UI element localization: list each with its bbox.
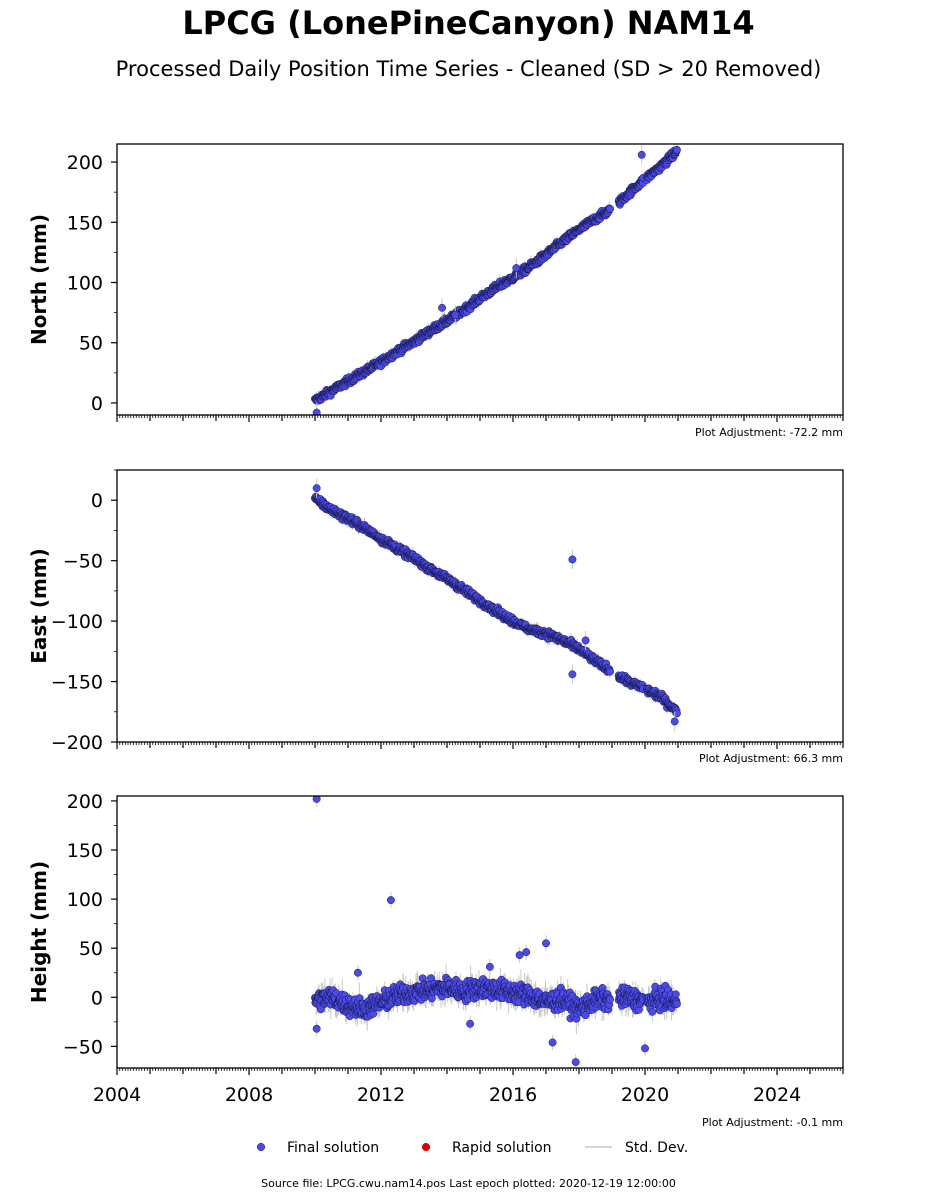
final-solution-point [606, 667, 614, 676]
y-axis-label: Height (mm) [27, 861, 51, 1003]
x-tick-label: 2012 [357, 1084, 405, 1106]
y-tick-label: −50 [63, 1036, 103, 1058]
panel-1: 0 50 100 150 200 North (mm) Plot Adjustment: -… [27, 143, 844, 439]
legend-label: Final solution [287, 1140, 379, 1156]
final-solution-point [451, 311, 460, 319]
y-tick-label: 0 [91, 490, 103, 512]
source-note: Source file: LPCG.cwu.nam14.pos Last epo… [261, 1177, 676, 1190]
final-solution-point [672, 1000, 681, 1008]
y-tick-label: 50 [79, 333, 103, 355]
final-solution-point [648, 1007, 657, 1016]
y-tick-label: 200 [67, 152, 103, 174]
final-solution-point [386, 896, 395, 905]
final-solution-point [581, 636, 590, 645]
final-solution-point [670, 717, 679, 726]
final-solution-point [581, 1011, 590, 1020]
legend-label: Rapid solution [452, 1140, 552, 1156]
final-solution-point [548, 1038, 557, 1047]
data-points [311, 144, 681, 415]
y-tick-label: 0 [91, 987, 103, 1009]
final-solution-point [568, 555, 577, 564]
final-solution-point [515, 951, 524, 960]
final-solution-point [466, 1019, 475, 1028]
final-solution-point [672, 145, 681, 154]
final-solution-point [571, 1058, 580, 1067]
y-axis-label: North (mm) [27, 214, 51, 345]
final-solution-point [568, 670, 577, 679]
final-solution-point [606, 204, 614, 213]
y-tick-label: −200 [51, 732, 103, 754]
chart-title: LPCG (LonePineCanyon) NAM14 [182, 4, 755, 42]
legend-rapid-marker [421, 1142, 431, 1152]
final-solution-point [312, 484, 321, 493]
final-solution-point [312, 1024, 321, 1033]
final-solution-point [606, 995, 614, 1004]
panel-3: 2004 2008 2012 2016 2020 2024 −50 0 50 100 150 200 H… [27, 791, 844, 1129]
plot-adjustment-label: Plot Adjustment: -72.2 mm [695, 426, 843, 439]
y-tick-label: 50 [79, 938, 103, 960]
x-tick-label: 2016 [489, 1084, 537, 1106]
x-tick-label: 2024 [753, 1084, 801, 1106]
plot-adjustment-label: Plot Adjustment: -0.1 mm [702, 1116, 843, 1129]
y-tick-label: −100 [51, 611, 103, 633]
y-tick-label: −150 [51, 672, 103, 694]
final-solution-point [641, 1044, 649, 1053]
y-axis-label: East (mm) [27, 548, 51, 664]
chart-subtitle: Processed Daily Position Time Series - C… [115, 57, 822, 81]
final-solution-point [316, 1005, 325, 1014]
x-tick-label: 2004 [93, 1084, 141, 1106]
final-solution-point [312, 408, 321, 415]
final-solution-point [522, 948, 531, 957]
y-tick-label: 150 [67, 840, 103, 862]
plot-frame [116, 143, 844, 416]
x-tick-label: 2008 [225, 1084, 273, 1106]
y-tick-label: 150 [67, 212, 103, 234]
legend: Final solution Rapid solution Std. Dev. [256, 1140, 688, 1156]
final-solution-point [485, 962, 494, 971]
y-tick-label: 100 [67, 273, 103, 295]
plot-frame [116, 795, 844, 1069]
final-solution-point [542, 939, 550, 948]
legend-final-marker [256, 1142, 266, 1152]
data-points [311, 796, 681, 1068]
final-solution-point [512, 264, 521, 273]
y-tick-label: 100 [67, 889, 103, 911]
x-tick-label: 2020 [621, 1084, 669, 1106]
legend-label: Std. Dev. [625, 1140, 688, 1156]
y-tick-label: 200 [67, 791, 103, 813]
data-points [311, 478, 681, 732]
y-tick-label: 0 [91, 393, 103, 415]
plot-adjustment-label: Plot Adjustment: 66.3 mm [699, 752, 843, 765]
final-solution-point [637, 150, 646, 159]
final-solution-point [312, 796, 321, 803]
final-solution-point [438, 303, 446, 312]
y-tick-label: −50 [63, 551, 103, 573]
panel-2: 0 −50 −100 −150 −200 East (mm) Plot Adjustment… [27, 469, 844, 765]
final-solution-point [353, 968, 362, 977]
final-solution-point [427, 974, 435, 983]
